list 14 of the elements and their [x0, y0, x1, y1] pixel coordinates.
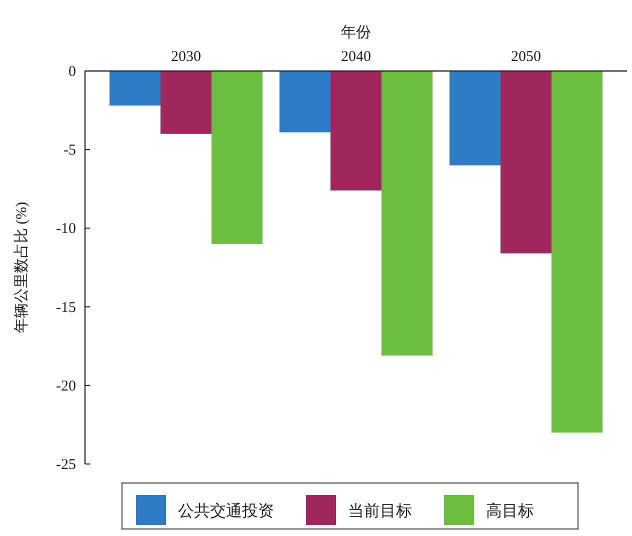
x-tick-label: 2040 — [341, 49, 371, 65]
x-tick-label: 2050 — [511, 49, 541, 65]
y-tick-label: 0 — [68, 64, 76, 80]
y-tick-label: -20 — [56, 378, 76, 394]
y-tick-label: -5 — [64, 142, 76, 159]
y-tick-label: -25 — [56, 457, 76, 473]
y-axis-title: 年辆公里数占比 (%) — [13, 202, 30, 334]
y-tick-label: -15 — [56, 300, 76, 316]
x-tick-label: 2030 — [171, 49, 201, 65]
legend-label: 公共交通投资 — [178, 502, 274, 520]
legend-label: 高目标 — [486, 502, 534, 520]
legend-label: 当前目标 — [348, 502, 412, 520]
y-tick-label: -10 — [56, 221, 76, 238]
x-axis-title: 年份 — [341, 24, 371, 41]
